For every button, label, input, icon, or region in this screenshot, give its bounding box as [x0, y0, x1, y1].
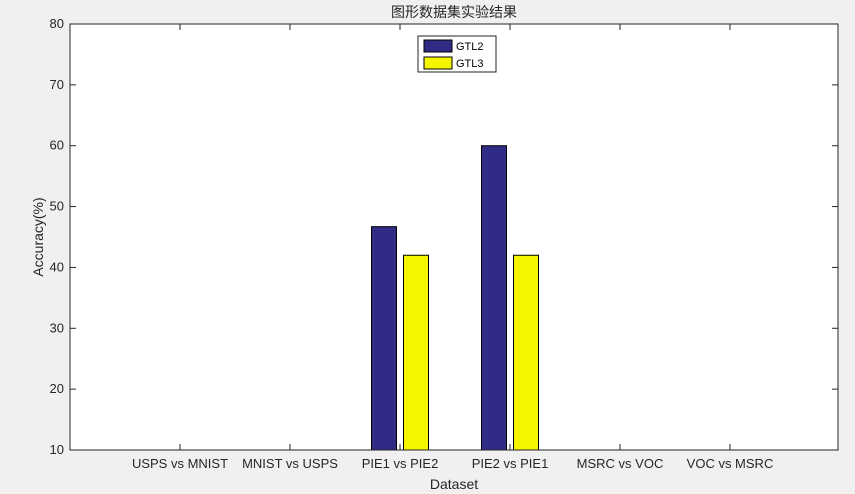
legend-label-gtl2: GTL2: [456, 41, 484, 53]
bar-gtl3-pie2-vs-pie1: [513, 254, 539, 451]
x-tick-label: PIE2 vs PIE1: [472, 456, 549, 471]
legend-swatch-gtl3: [423, 56, 453, 70]
y-tick-label: 80: [50, 16, 64, 31]
y-tick-label: 20: [50, 381, 64, 396]
x-tick-label: PIE1 vs PIE2: [362, 456, 439, 471]
bar-gtl2-pie1-vs-pie2: [371, 226, 397, 451]
bars-layer: [371, 145, 539, 451]
axes-layer: 10 20 30 40 50 60 70 80 USPS vs MNIST MNIST vs US…: [50, 16, 839, 471]
x-tick-label: MNIST vs USPS: [242, 456, 338, 471]
chart-title: 图形数据集实验结果: [391, 4, 517, 21]
y-tick-label: 70: [50, 77, 64, 92]
legend: GTL2 GTL3: [417, 35, 497, 73]
y-tick-label: 10: [50, 442, 64, 457]
legend-label-gtl3: GTL3: [456, 58, 484, 70]
axes-box: [69, 23, 839, 451]
x-tick-label: USPS vs MNIST: [132, 456, 228, 471]
x-axis-label: Dataset: [430, 476, 478, 492]
bar-gtl3-pie1-vs-pie2: [403, 254, 429, 451]
bar-gtl2-pie2-vs-pie1: [481, 145, 507, 451]
plot-area: [70, 24, 838, 450]
legend-swatch-gtl2: [423, 39, 453, 53]
y-tick-label: 50: [50, 199, 64, 214]
y-tick-label: 40: [50, 259, 64, 274]
y-tick-label: 30: [50, 320, 64, 335]
x-tick-label: VOC vs MSRC: [687, 456, 774, 471]
y-axis-label: Accuracy(%): [30, 197, 46, 276]
x-tick-label: MSRC vs VOC: [577, 456, 664, 471]
y-tick-label: 60: [50, 138, 64, 153]
